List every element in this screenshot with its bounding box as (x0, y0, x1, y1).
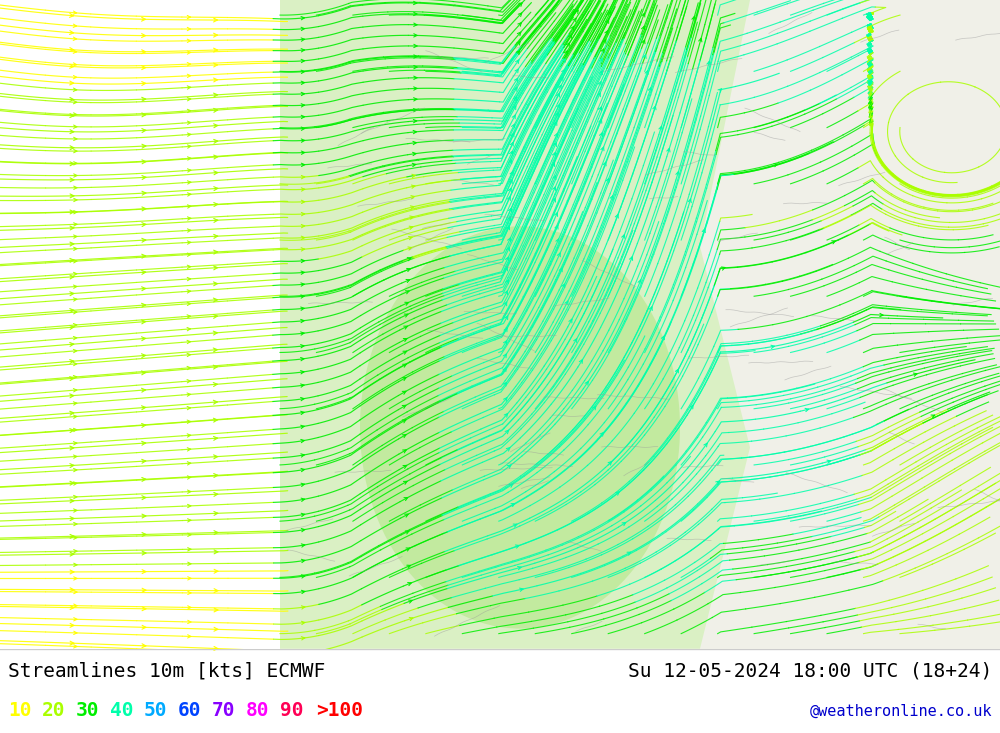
Text: 10: 10 (8, 701, 32, 721)
Text: 30: 30 (76, 701, 100, 721)
Text: Su 12-05-2024 18:00 UTC (18+24): Su 12-05-2024 18:00 UTC (18+24) (628, 661, 992, 680)
Text: 60: 60 (178, 701, 202, 721)
Text: @weatheronline.co.uk: @weatheronline.co.uk (810, 704, 992, 718)
Text: 50: 50 (144, 701, 168, 721)
Text: >100: >100 (316, 701, 363, 721)
Text: Streamlines 10m [kts] ECMWF: Streamlines 10m [kts] ECMWF (8, 661, 325, 680)
Text: 40: 40 (110, 701, 134, 721)
Text: 80: 80 (246, 701, 270, 721)
Text: 90: 90 (280, 701, 304, 721)
Text: 20: 20 (42, 701, 66, 721)
Ellipse shape (360, 226, 680, 629)
Text: 70: 70 (212, 701, 236, 721)
Polygon shape (280, 0, 1000, 649)
Polygon shape (280, 0, 750, 649)
